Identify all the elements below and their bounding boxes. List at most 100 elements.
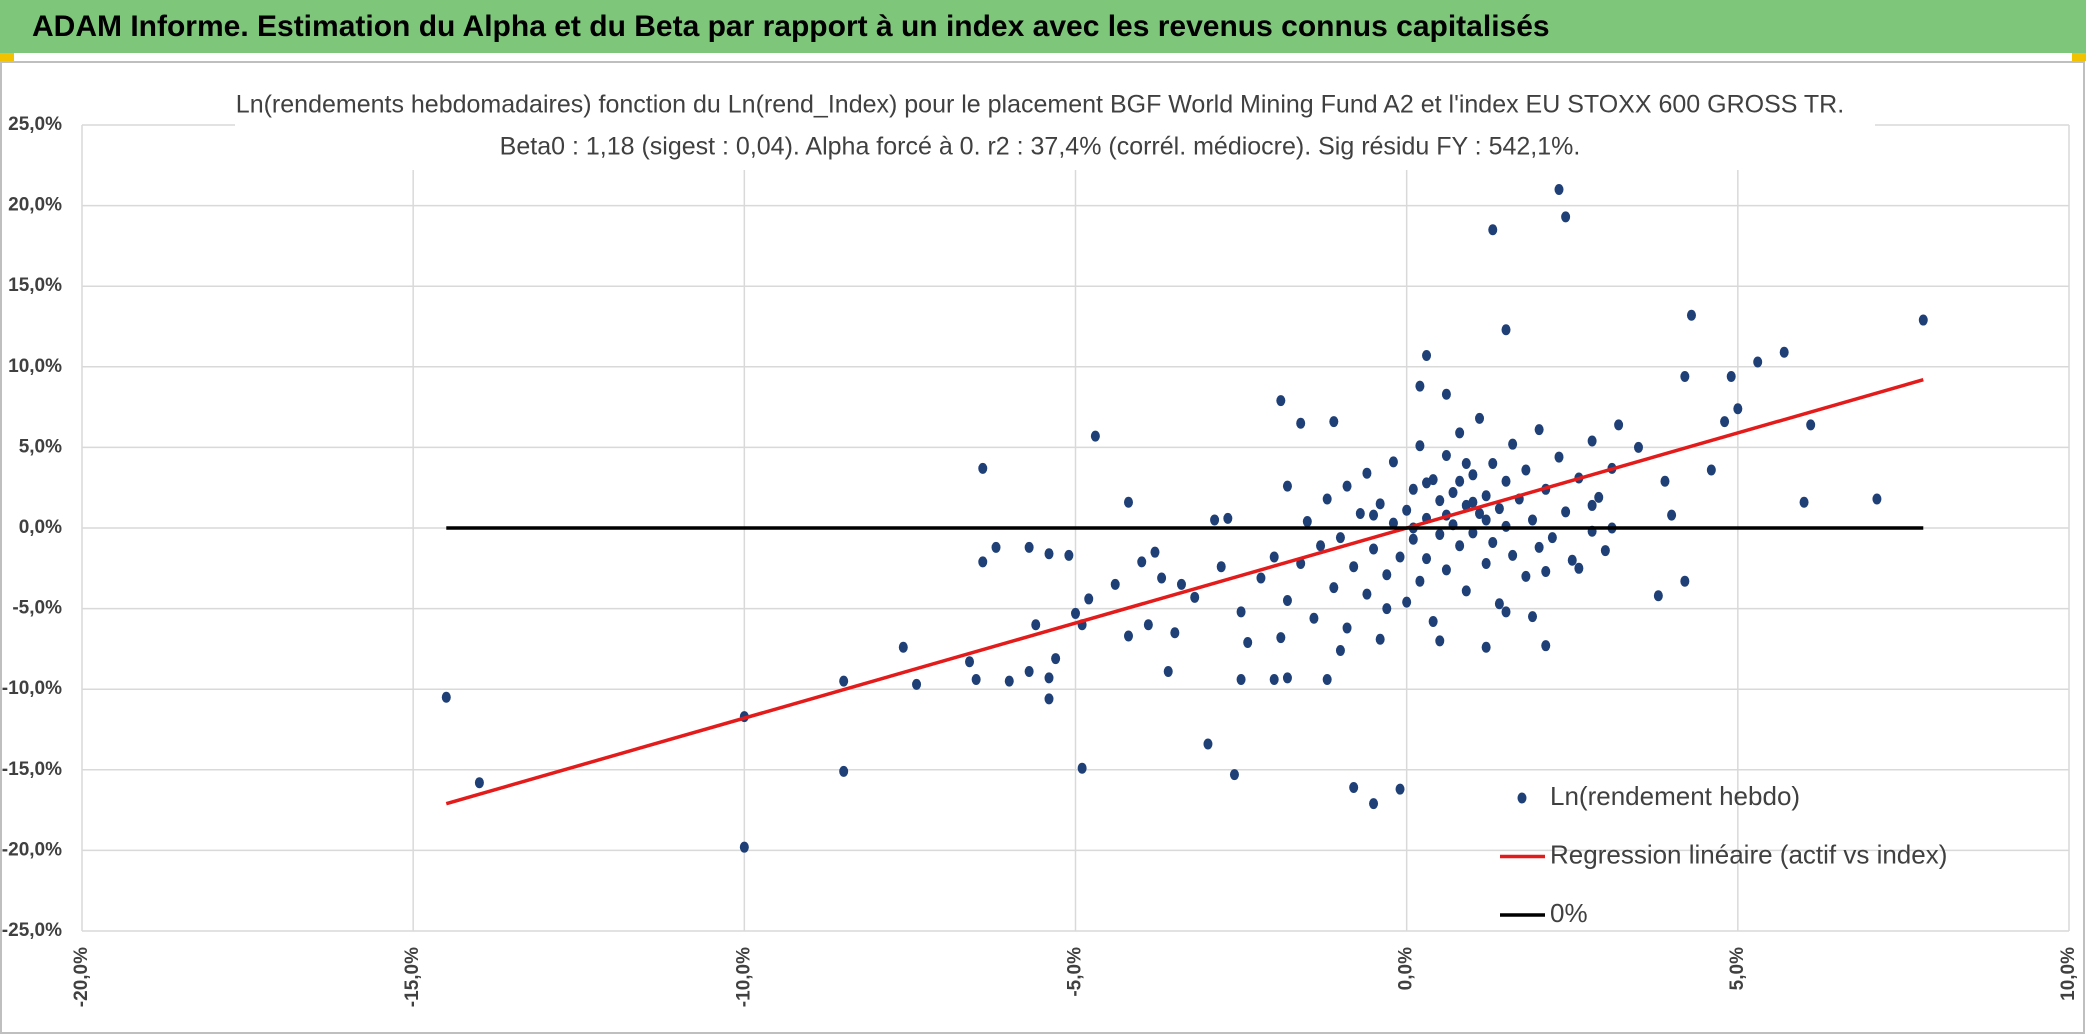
data-point: [1355, 507, 1365, 519]
data-point: [1342, 622, 1352, 634]
series-line: [445, 378, 1924, 806]
data-point: [1064, 549, 1074, 561]
data-point: [1481, 514, 1491, 526]
legend-marker: [1517, 792, 1527, 804]
data-point: [1494, 503, 1504, 515]
y-tick-label: -15,0%: [2, 759, 62, 780]
data-point: [1282, 672, 1292, 684]
data-point: [1157, 572, 1167, 584]
data-point: [1044, 548, 1054, 560]
data-point: [1110, 578, 1120, 590]
data-point: [1004, 675, 1014, 687]
data-point: [1435, 635, 1445, 647]
data-point: [1872, 493, 1882, 505]
data-point: [1441, 564, 1451, 576]
x-tick-label: -5,0%: [1065, 947, 1086, 997]
data-point: [1726, 370, 1736, 382]
data-point: [1375, 633, 1385, 645]
data-point: [1475, 412, 1485, 424]
data-point: [1335, 645, 1345, 657]
data-point: [1362, 588, 1372, 600]
data-point: [1309, 612, 1319, 624]
data-point: [1375, 498, 1385, 510]
y-tick-label: 10,0%: [8, 356, 62, 377]
legend-label: Ln(rendement hebdo): [1550, 781, 1800, 811]
x-tick-label: -10,0%: [733, 947, 754, 1007]
data-point: [1024, 665, 1034, 677]
data-point: [1534, 541, 1544, 553]
data-point: [1216, 561, 1226, 573]
data-point: [1428, 615, 1438, 627]
legend-label: Regression linéaire (actif vs index): [1550, 839, 1947, 869]
data-point: [1660, 475, 1670, 487]
y-tick-label: -20,0%: [2, 839, 62, 860]
data-point: [1561, 506, 1571, 518]
data-point: [1455, 475, 1465, 487]
plot: [441, 183, 1928, 853]
data-point: [1415, 380, 1425, 392]
x-tick-label: 10,0%: [2058, 947, 2079, 1001]
legend-label: 0%: [1550, 898, 1588, 928]
data-point: [1918, 314, 1928, 326]
data-point: [1501, 324, 1511, 336]
data-point: [1382, 603, 1392, 615]
data-point: [1448, 487, 1458, 499]
data-point: [1388, 517, 1398, 529]
y-tick-label: 15,0%: [8, 275, 62, 296]
chart-title: Ln(rendements hebdomadaires) fonction du…: [236, 91, 1844, 119]
data-point: [1170, 627, 1180, 639]
data-point: [1276, 395, 1286, 407]
data-point: [1488, 537, 1498, 549]
data-point: [1276, 632, 1286, 644]
y-tick-label: 25,0%: [8, 114, 62, 135]
data-point: [1720, 416, 1730, 428]
data-point: [1614, 419, 1624, 431]
data-point: [1501, 475, 1511, 487]
data-point: [1680, 370, 1690, 382]
data-point: [1475, 507, 1485, 519]
data-point: [1422, 350, 1432, 362]
data-point: [1163, 665, 1173, 677]
data-point: [1329, 582, 1339, 594]
data-point: [1733, 403, 1743, 415]
data-point: [1488, 458, 1498, 470]
data-point: [1044, 672, 1054, 684]
data-point: [1633, 441, 1643, 453]
data-point: [1680, 575, 1690, 587]
data-point: [1461, 585, 1471, 597]
data-point: [1481, 490, 1491, 502]
y-tick-label: 20,0%: [8, 195, 62, 216]
x-tick-label: 0,0%: [1396, 947, 1417, 990]
data-point: [1468, 527, 1478, 539]
data-point: [912, 678, 922, 690]
data-point: [1753, 356, 1763, 368]
data-point: [1547, 532, 1557, 544]
data-point: [1554, 451, 1564, 463]
data-point: [1435, 528, 1445, 540]
corner: [2072, 53, 2086, 61]
data-point: [1335, 532, 1345, 544]
data-point: [965, 656, 975, 668]
data-point: [1415, 440, 1425, 452]
data-point: [991, 541, 1001, 553]
data-point: [739, 841, 749, 853]
data-point: [1236, 606, 1246, 618]
data-point: [1362, 467, 1372, 479]
data-point: [898, 641, 908, 653]
data-point: [1342, 480, 1352, 492]
chart-subtitle: Beta0 : 1,18 (sigest : 0,04). Alpha forc…: [500, 133, 1581, 161]
data-point: [1296, 417, 1306, 429]
data-point: [1667, 509, 1677, 521]
data-point: [1044, 693, 1054, 705]
data-point: [1408, 483, 1418, 495]
data-point: [1236, 674, 1246, 686]
data-point: [1229, 769, 1239, 781]
y-tick-label: 5,0%: [19, 436, 62, 457]
data-point: [1422, 553, 1432, 565]
data-point: [1329, 416, 1339, 428]
data-point: [1282, 480, 1292, 492]
data-point: [1256, 572, 1266, 584]
data-point: [1799, 496, 1809, 508]
data-point: [1567, 554, 1577, 566]
